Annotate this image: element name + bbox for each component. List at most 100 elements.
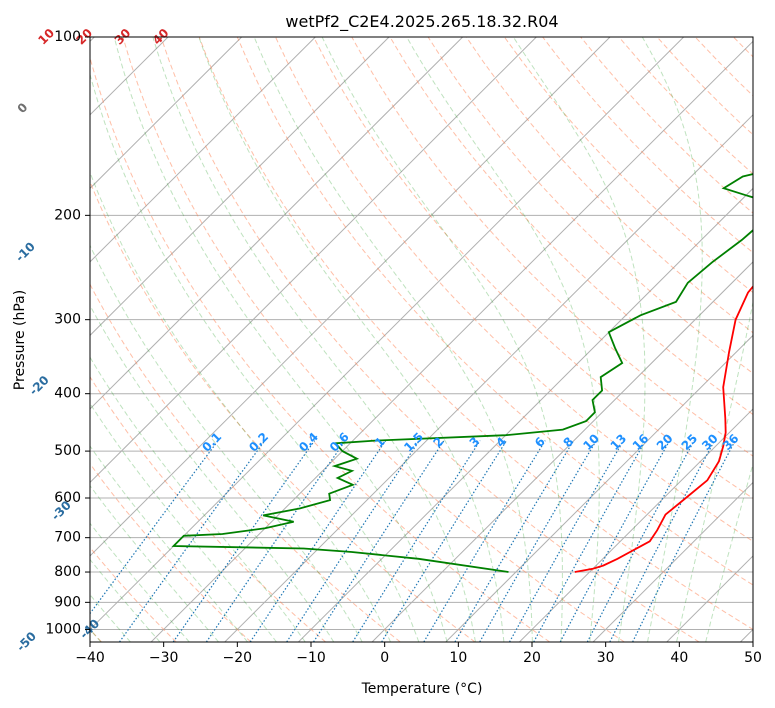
dry-adiabat: [389, 37, 753, 416]
y-tick-label: 600: [54, 490, 81, 506]
isotherm-line: [90, 37, 243, 190]
mixing-ratio-line: [381, 440, 508, 642]
moist-adiabat: [641, 37, 703, 642]
background-lines: [90, 37, 775, 642]
x-tick-label: −10: [296, 650, 326, 666]
dry-adiabat: [503, 37, 753, 294]
mixing-ratio-line: [609, 440, 716, 642]
dry-adiabat: [90, 546, 177, 642]
x-axis-label: Temperature (°C): [361, 681, 483, 697]
mixing-ratio-label: 2: [431, 434, 447, 450]
isotherm-line: [224, 114, 753, 642]
mixing-ratio-line: [119, 440, 266, 642]
x-tick-label: −20: [223, 650, 253, 666]
dry-adiabat-label: -50: [14, 629, 39, 654]
temperature-line: [574, 285, 753, 573]
chart-title: wetPf2_C2E4.2025.265.18.32.R04: [285, 12, 558, 32]
moist-adiabat: [198, 37, 505, 642]
isotherm-line: [592, 481, 753, 642]
dry-adiabat: [90, 55, 550, 642]
x-tick-label: 0: [380, 650, 389, 666]
isotherm-line: [90, 37, 316, 263]
isotherm-line: [445, 334, 753, 642]
dry-adiabat: [90, 462, 252, 642]
series-lines: [171, 173, 753, 573]
moist-adiabat: [90, 356, 306, 642]
dry-adiabat: [122, 37, 625, 642]
moist-adiabat: [705, 462, 753, 642]
x-tick-label: 50: [744, 650, 762, 666]
x-tick-label: −30: [149, 650, 179, 666]
dry-adiabat: [772, 37, 775, 642]
mixing-ratio-label: 8: [561, 434, 577, 450]
mixing-ratio-line: [423, 440, 546, 642]
mixing-ratio-line: [205, 440, 346, 642]
y-tick-label: 400: [54, 386, 81, 402]
moist-adiabat: [113, 37, 448, 642]
x-tick-label: 30: [597, 650, 615, 666]
isotherm-line: [666, 555, 753, 642]
dry-adiabat-label: 0: [15, 100, 31, 116]
mixing-ratio-line: [286, 440, 420, 642]
x-tick-label: 40: [670, 650, 688, 666]
moist-adiabat: [90, 304, 335, 642]
y-tick-label: 300: [54, 312, 81, 328]
mixing-ratio-line: [559, 440, 671, 642]
moist-adiabat: [253, 37, 533, 642]
isotherm-line: [90, 37, 537, 484]
x-tick-label: −40: [75, 650, 105, 666]
mixing-ratio-line: [508, 440, 624, 642]
dewpoint-line: [171, 173, 753, 573]
mixing-ratio-label: 20: [654, 431, 676, 453]
isotherm-line: [90, 37, 390, 337]
moist-adiabat: [676, 299, 753, 642]
y-tick-label: 900: [54, 594, 81, 610]
isotherm-line: [371, 261, 753, 642]
moist-adiabat: [90, 171, 391, 642]
y-axis-label: Pressure (hPa): [12, 290, 28, 390]
moist-adiabat: [90, 244, 363, 642]
dry-adiabat: [427, 37, 753, 374]
dry-adiabat: [351, 37, 753, 457]
y-tick-label: 1000: [45, 621, 81, 637]
dry-adiabat: [694, 37, 753, 97]
mixing-ratio-label: 6: [532, 434, 548, 450]
mixing-ratio-label: 25: [679, 431, 701, 453]
y-tick-label: 500: [54, 443, 81, 459]
isotherm-line: [519, 408, 753, 642]
moist-adiabat: [152, 37, 476, 642]
y-axis: 1000 900 800 700 600 500 400 300 200 100: [45, 29, 90, 637]
dry-adiabat: [236, 37, 753, 586]
y-tick-label: 700: [54, 530, 81, 546]
isotherm-line: [150, 40, 753, 642]
mixing-ratio-line: [249, 440, 387, 642]
dry-adiabat: [90, 180, 476, 642]
dry-adiabat: [465, 37, 753, 334]
mixing-ratio-line: [352, 440, 481, 642]
x-tick-label: 20: [523, 650, 541, 666]
moist-adiabat: [90, 402, 277, 642]
isotherm-line: [90, 37, 464, 410]
mixing-ratio-label: 16: [630, 431, 652, 453]
mixing-ratio-label: 1: [372, 434, 388, 450]
dry-adiabat: [198, 37, 753, 630]
isotherm-line: [90, 37, 611, 557]
y-tick-label: 800: [54, 564, 81, 580]
mixing-ratio-line: [479, 440, 597, 642]
mixing-ratio-label: 30: [699, 431, 721, 453]
moist-adiabat: [90, 484, 219, 642]
mixing-ratio-line: [312, 440, 445, 642]
y-tick-label: 200: [54, 207, 81, 223]
moist-adiabat: [90, 445, 248, 642]
mixing-ratio-line: [533, 440, 647, 642]
moist-adiabat: [406, 37, 600, 642]
dry-adiabat: [313, 37, 753, 500]
dry-adiabat: [90, 375, 326, 642]
mixing-ratio-line: [454, 440, 575, 642]
moist-adiabat: [90, 72, 420, 642]
mixing-ratio-line: [90, 440, 219, 615]
dry-adiabat: [160, 37, 700, 642]
x-tick-label: 10: [449, 650, 467, 666]
dry-adiabat-label: -20: [27, 373, 52, 398]
